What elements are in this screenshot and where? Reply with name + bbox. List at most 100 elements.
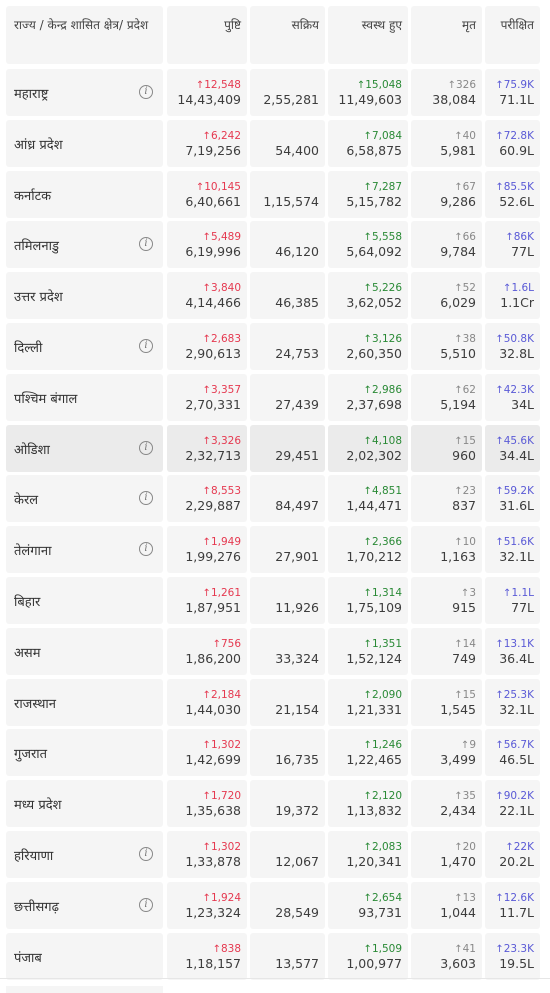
state-name[interactable]: राजस्थान	[14, 696, 57, 712]
recovered-delta: ↑4,851	[363, 485, 402, 498]
state-cell[interactable]: पश्चिम बंगाल	[6, 373, 163, 421]
state-name[interactable]: महाराष्ट्र	[14, 87, 49, 102]
info-icon[interactable]: i	[139, 491, 153, 506]
header-recovered[interactable]: स्वस्थ हुए	[361, 18, 402, 32]
tested-delta: ↑59.2K	[495, 485, 534, 498]
header-confirmed-cell[interactable]: पुष्टि	[167, 6, 247, 64]
info-icon[interactable]: i	[139, 339, 153, 353]
header-state-cell[interactable]: राज्य / केन्द्र शासित क्षेत्र/ प्रदेश	[6, 6, 163, 64]
active-value: 46,120	[275, 244, 319, 260]
recovered-value: 11,49,603	[338, 92, 402, 107]
tested-delta: ↑23.3K	[495, 942, 534, 955]
header-recovered-cell[interactable]: स्वस्थ हुए	[328, 6, 408, 64]
table-row[interactable]: गुजरात ↑1,302 1,42,699 16,735 ↑1,246 1,22,465…	[6, 729, 540, 777]
table-row[interactable]: तमिलनाडु i ↑5,489 6,19,996 46,120 ↑5,558 5,64,…	[6, 221, 540, 269]
state-name[interactable]: तेलंगाना	[14, 544, 52, 560]
state-cell[interactable]: असम	[6, 627, 163, 675]
state-cell[interactable]: पंजाब	[6, 932, 163, 980]
state-cell[interactable]: उत्तर प्रदेश	[6, 272, 163, 320]
recovered-delta: ↑5,226	[363, 282, 402, 295]
table-row[interactable]: राजस्थान ↑2,184 1,44,030 21,154 ↑2,090 1,21,3…	[6, 678, 540, 726]
header-deceased-cell[interactable]: मृत	[411, 6, 482, 64]
deceased-delta: ↑326	[447, 79, 476, 91]
state-name[interactable]: ओडिशा	[14, 442, 50, 458]
arrow-up-icon: ↑	[363, 892, 372, 904]
table-row[interactable]: उत्तर प्रदेश ↑3,840 4,14,466 46,385 ↑5,226 3,…	[6, 272, 540, 320]
table-row[interactable]: छत्तीसगढ़ i ↑1,924 1,23,324 28,549 ↑2,654 93,7…	[6, 881, 540, 929]
table-row[interactable]: तेलंगाना i ↑1,949 1,99,276 27,901 ↑2,366 1,70,…	[6, 526, 540, 574]
header-tested[interactable]: परीक्षित	[500, 18, 534, 32]
info-icon[interactable]: i	[139, 85, 153, 99]
state-name[interactable]: उत्तर प्रदेश	[14, 290, 63, 306]
state-name[interactable]: असम	[14, 645, 41, 661]
state-name[interactable]: तमिलनाडु	[14, 239, 59, 255]
confirmed-delta: ↑12,548	[195, 79, 241, 91]
state-name[interactable]: गुजरात	[14, 747, 48, 763]
table-row[interactable]: मध्य प्रदेश ↑1,720 1,35,638 19,372 ↑2,120 1,1…	[6, 780, 540, 828]
confirmed-value: 1,44,030	[185, 701, 241, 717]
state-name[interactable]: दिल्ली	[14, 341, 43, 356]
header-confirmed[interactable]: पुष्टि	[224, 18, 241, 32]
state-cell[interactable]: मध्य प्रदेश	[6, 780, 163, 828]
state-cell[interactable]: आंध्र प्रदेश	[6, 119, 163, 167]
deceased-cell: ↑3 915	[411, 577, 482, 624]
table-row[interactable]: कर्नाटक ↑10,145 6,40,661 1,15,574 ↑7,287 5,15…	[6, 170, 540, 218]
confirmed-delta: ↑1,720	[202, 790, 241, 803]
state-name[interactable]: केरल	[14, 493, 39, 509]
arrow-up-icon: ↑	[202, 791, 211, 803]
state-cell[interactable]: दिल्ली i	[6, 323, 163, 370]
table-row[interactable]: ओडिशा i ↑3,326 2,32,713 29,451 ↑4,108 2,02,302…	[6, 424, 540, 472]
state-name[interactable]: मध्य प्रदेश	[14, 798, 62, 814]
arrow-up-icon: ↑	[202, 435, 211, 447]
state-cell[interactable]: कर्नाटक	[6, 170, 163, 218]
header-state[interactable]: राज्य / केन्द्र शासित क्षेत्र/ प्रदेश	[14, 18, 149, 32]
state-cell[interactable]: छत्तीसगढ़ i	[6, 881, 163, 929]
arrow-up-icon: ↑	[454, 283, 463, 295]
state-cell[interactable]: तेलंगाना i	[6, 526, 163, 574]
arrow-up-icon: ↑	[202, 689, 211, 701]
info-icon[interactable]: i	[139, 542, 153, 557]
header-active-cell[interactable]: सक्रिय	[250, 6, 325, 64]
state-cell[interactable]: तमिलनाडु i	[6, 221, 163, 269]
table-row[interactable]: आंध्र प्रदेश ↑6,242 7,19,256 54,400 ↑7,084 6,…	[6, 119, 540, 167]
state-name[interactable]: पंजाब	[14, 950, 42, 966]
info-icon[interactable]: i	[139, 440, 153, 455]
state-cell[interactable]: बिहार	[6, 577, 163, 624]
active-cell: 27,439	[250, 373, 325, 421]
state-name[interactable]: छत्तीसगढ़	[14, 899, 59, 915]
confirmed-cell: ↑1,302 1,42,699	[167, 729, 247, 777]
arrow-up-icon: ↑	[363, 232, 372, 244]
state-cell[interactable]: केरल i	[6, 475, 163, 523]
info-icon[interactable]: i	[139, 897, 153, 912]
table-row[interactable]: दिल्ली i ↑2,683 2,90,613 24,753 ↑3,126 2,60,35…	[6, 323, 540, 370]
info-icon[interactable]: i	[139, 847, 153, 861]
state-cell[interactable]: ओडिशा i	[6, 424, 163, 472]
table-row[interactable]: हरियाणा i ↑1,302 1,33,878 12,067 ↑2,083 1,20,3…	[6, 831, 540, 878]
state-name[interactable]: पश्चिम बंगाल	[14, 391, 78, 407]
table-row[interactable]: असम ↑756 1,86,200 33,324 ↑1,351 1,52,124 ↑14 74…	[6, 627, 540, 675]
state-cell[interactable]: राजस्थान	[6, 678, 163, 726]
info-icon[interactable]: i	[139, 237, 153, 252]
state-name[interactable]: कर्नाटक	[14, 188, 52, 204]
table-row[interactable]: पंजाब ↑838 1,18,157 13,577 ↑1,509 1,00,977 ↑41…	[6, 932, 540, 980]
table-row[interactable]: महाराष्ट्र i ↑12,548 14,43,409 2,55,281 ↑15,0…	[6, 69, 540, 116]
state-cell[interactable]: गुजरात	[6, 729, 163, 777]
state-cell[interactable]: महाराष्ट्र i	[6, 69, 163, 116]
confirmed-cell: ↑2,184 1,44,030	[167, 678, 247, 726]
recovered-value: 1,00,977	[346, 955, 402, 971]
table-row[interactable]: पश्चिम बंगाल ↑3,357 2,70,331 27,439 ↑2,986 2,…	[6, 373, 540, 421]
state-name[interactable]: बिहार	[14, 595, 41, 610]
deceased-cell: ↑67 9,286	[411, 170, 482, 218]
confirmed-value: 1,86,200	[185, 650, 241, 666]
deceased-delta: ↑3	[460, 587, 476, 599]
arrow-up-icon: ↑	[454, 232, 463, 244]
table-row[interactable]: केरल i ↑8,553 2,29,887 84,497 ↑4,851 1,44,471 ↑…	[6, 475, 540, 523]
state-name[interactable]: हरियाणा	[14, 849, 54, 864]
table-row[interactable]: बिहार ↑1,261 1,87,951 11,926 ↑1,314 1,75,109 ↑…	[6, 577, 540, 624]
header-tested-cell[interactable]: परीक्षित	[485, 6, 540, 64]
state-name[interactable]: आंध्र प्रदेश	[14, 137, 63, 153]
header-active[interactable]: सक्रिय	[291, 18, 319, 32]
header-deceased[interactable]: मृत	[461, 18, 476, 32]
state-cell[interactable]: हरियाणा i	[6, 831, 163, 878]
active-cell: 33,324	[250, 627, 325, 675]
